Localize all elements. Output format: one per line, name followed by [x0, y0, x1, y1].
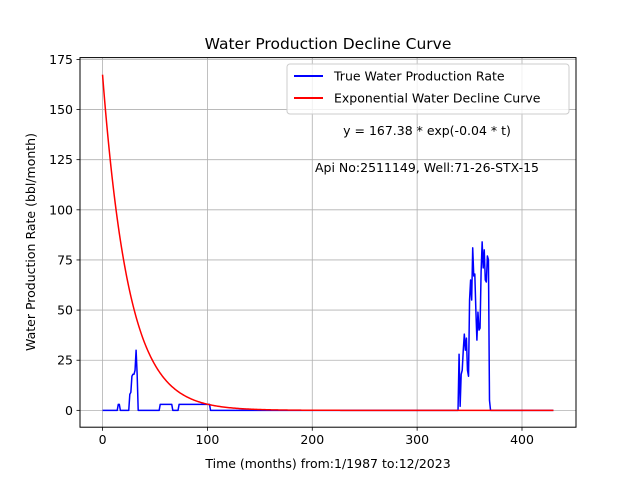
legend: True Water Production Rate Exponential W… [286, 63, 570, 115]
x-axis-label: Time (months) from:1/1987 to:12/2023 [204, 456, 450, 471]
x-tick-label: 0 [99, 432, 107, 447]
legend-label-true-rate: True Water Production Rate [333, 69, 505, 84]
y-tick-label: 150 [49, 102, 73, 117]
y-tick-label: 0 [65, 403, 73, 418]
legend-box [286, 63, 570, 115]
x-tick-label: 300 [405, 432, 429, 447]
x-tick-label: 400 [510, 432, 534, 447]
legend-label-exponential: Exponential Water Decline Curve [334, 91, 541, 106]
chart-title: Water Production Decline Curve [205, 35, 452, 53]
y-tick-label: 175 [49, 52, 73, 67]
y-tick-label: 125 [49, 152, 73, 167]
equation-annotation: y = 167.38 * exp(-0.04 * t) [343, 123, 511, 138]
y-tick-label: 100 [49, 202, 73, 217]
grid [80, 57, 576, 428]
series-line-exponential [101, 74, 554, 412]
series-group [101, 74, 554, 412]
axis-ticks: 0 100 200 300 400 0 25 50 75 100 125 150 175 [49, 52, 534, 447]
x-tick-label: 200 [300, 432, 324, 447]
well-annotation: Api No:2511149, Well:71-26-STX-15 [315, 160, 539, 175]
x-tick-label: 100 [195, 432, 219, 447]
plot-frame [79, 57, 577, 428]
y-axis-label: Water Production Rate (bbl/month) [23, 133, 38, 351]
y-tick-label: 25 [57, 353, 73, 368]
y-tick-label: 50 [57, 303, 73, 318]
y-tick-label: 75 [57, 252, 73, 267]
